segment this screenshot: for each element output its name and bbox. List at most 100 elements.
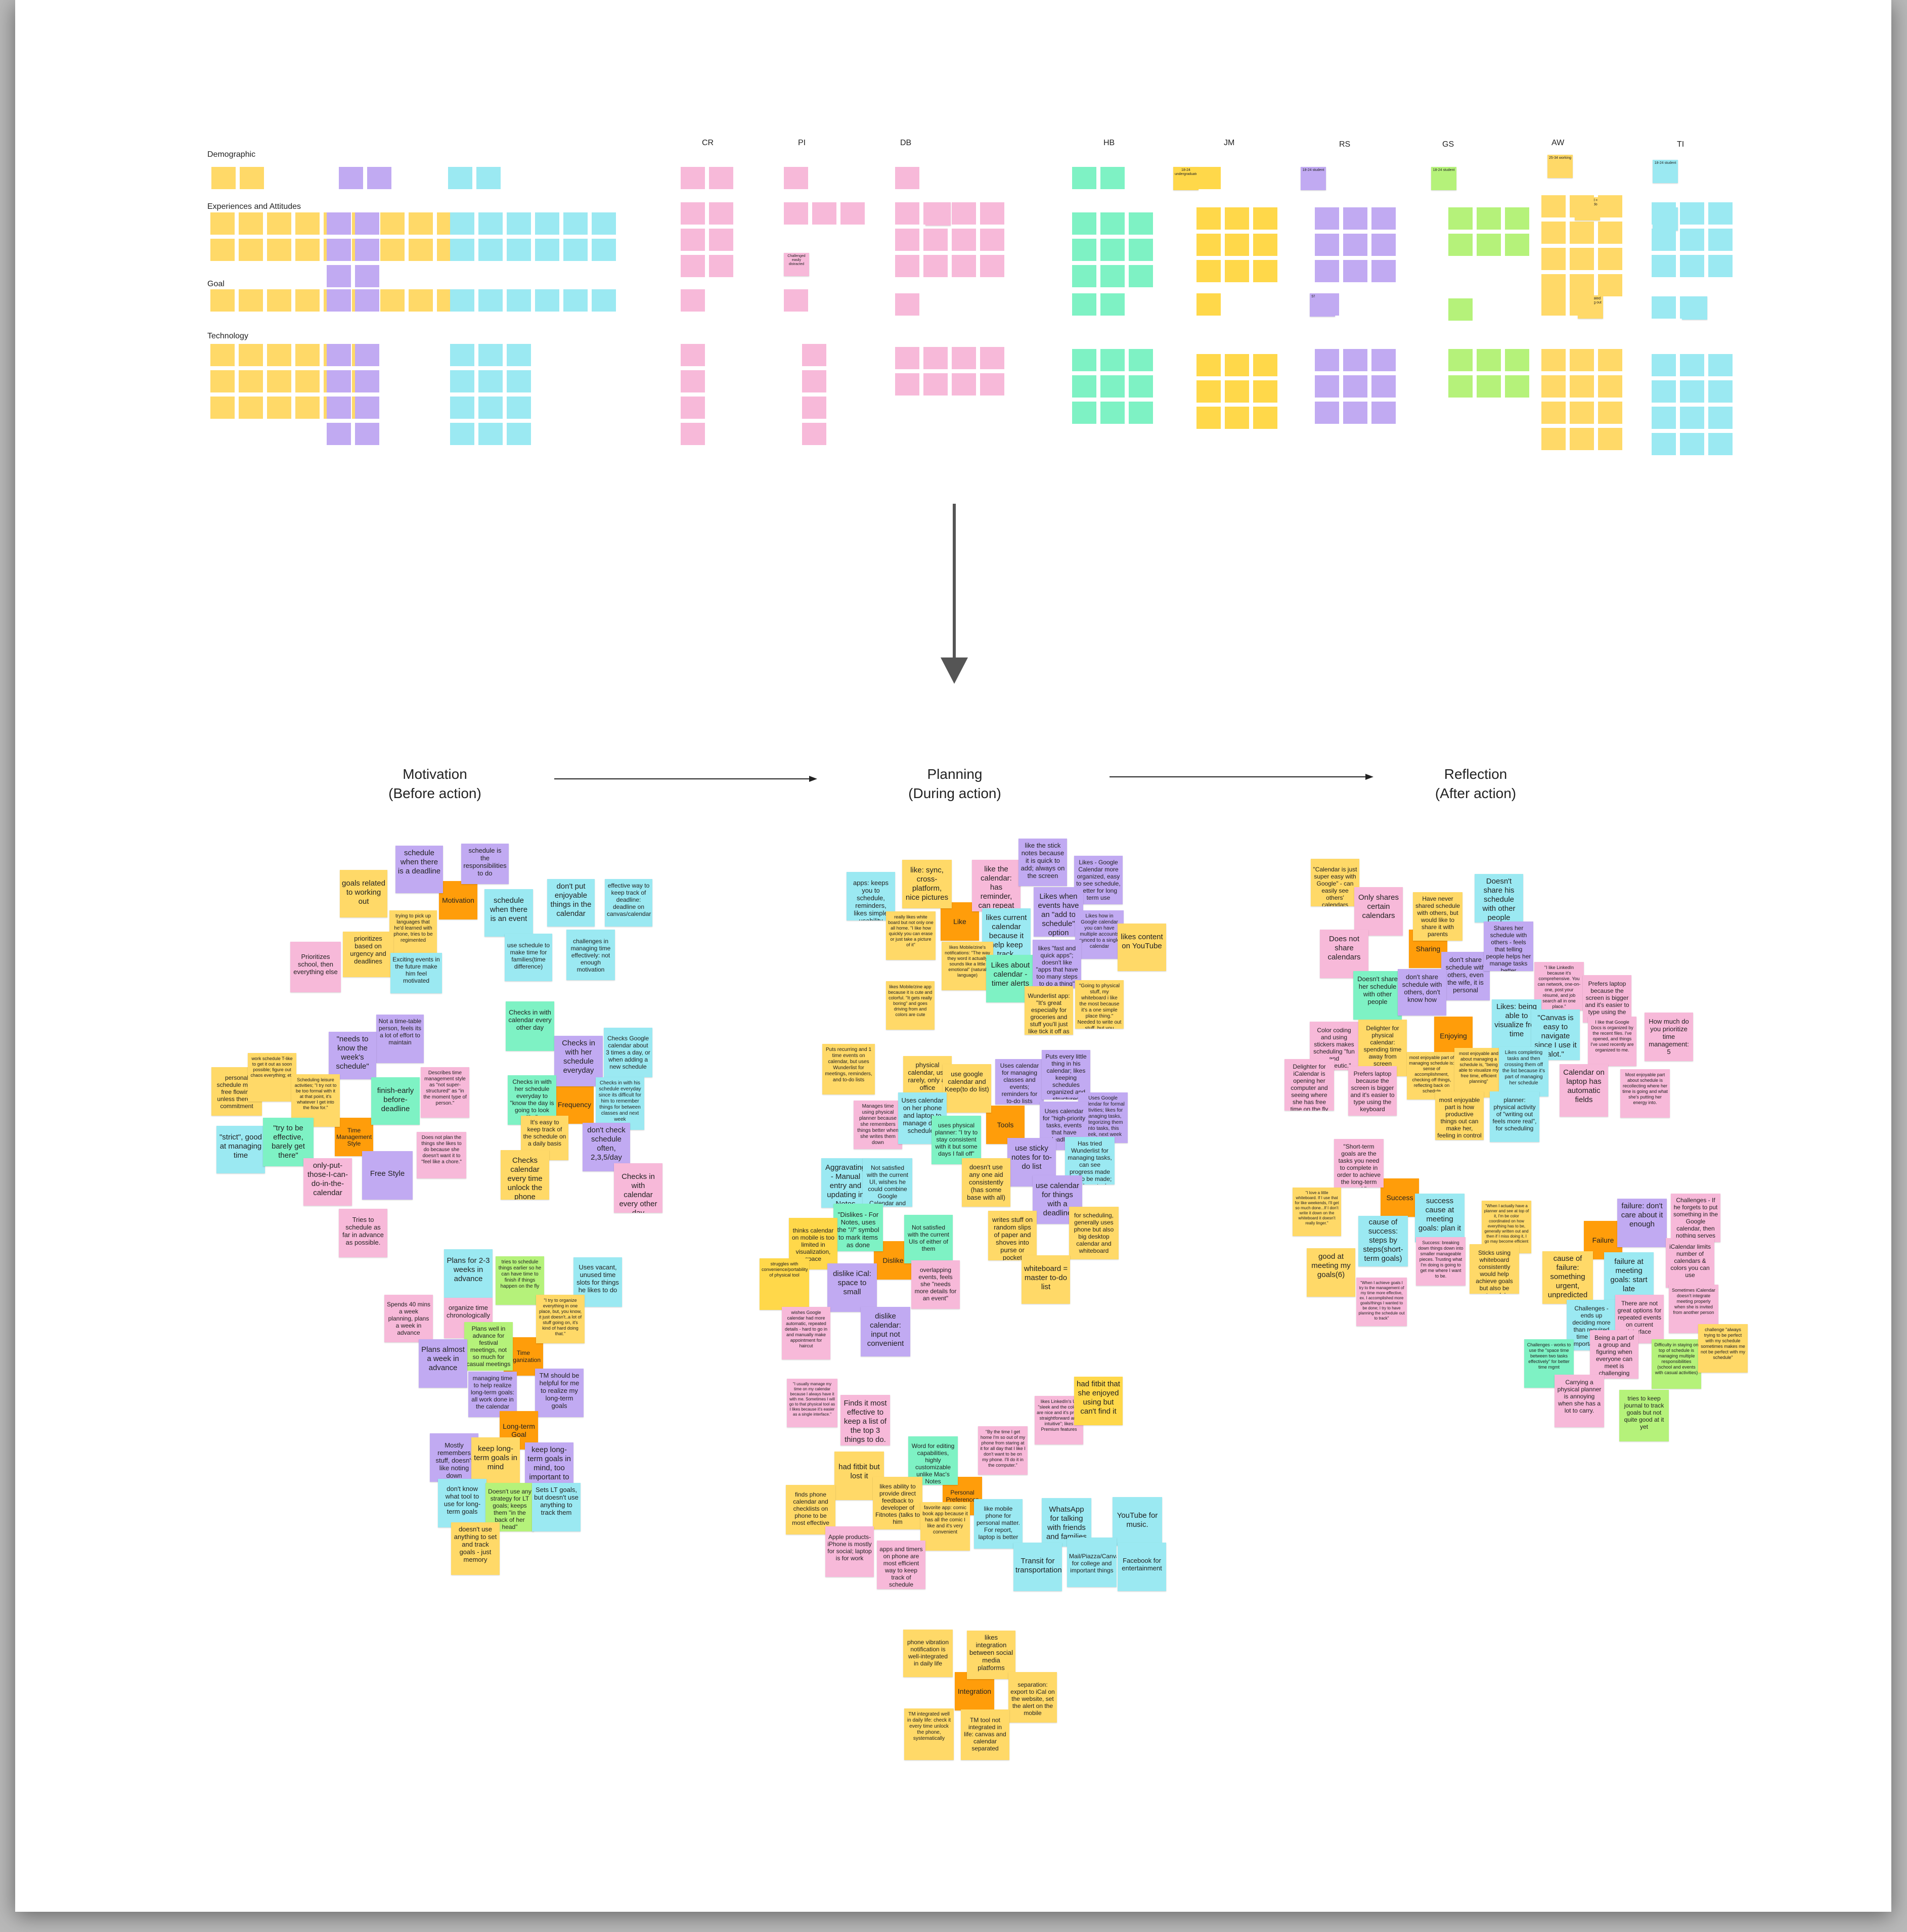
sticky-note[interactable]: good at meeting my goals(6) xyxy=(1307,1248,1355,1297)
sticky-note[interactable]: use schedule to make time for families(t… xyxy=(505,934,552,981)
sticky-note[interactable]: effective way to keep track of deadline:… xyxy=(605,879,652,927)
sticky-note[interactable]: likes Mobile/zine app because it is cute… xyxy=(886,981,935,1030)
sticky-note[interactable]: Checks in with calendar every other day xyxy=(614,1163,662,1213)
sticky-note[interactable]: trying to pick up languages that he'd le… xyxy=(389,910,437,958)
sticky-note[interactable]: Calendar on laptop has automatic fields xyxy=(1560,1064,1608,1117)
sticky-note[interactable]: Checks calendar every time unlock the ph… xyxy=(501,1150,549,1200)
sticky-note[interactable]: separation: export to iCal on the websit… xyxy=(1008,1672,1057,1723)
sticky-note[interactable]: YouTube for music. xyxy=(1113,1497,1162,1546)
sticky-note[interactable]: tries to schedule things earlier so he c… xyxy=(496,1256,544,1305)
sticky-note[interactable]: finish-early before-deadline xyxy=(371,1077,420,1125)
sticky-note[interactable]: work schedule T-like to get it out as so… xyxy=(248,1053,296,1102)
sticky-note[interactable]: Wunderlist app: "It's great especially f… xyxy=(1025,986,1073,1035)
sticky-note[interactable]: managing time to help realize long-term … xyxy=(468,1372,517,1417)
sticky-note[interactable]: "I try to organize everything in one pla… xyxy=(536,1295,585,1343)
sticky-note[interactable]: don't share schedule with others, even t… xyxy=(1441,952,1490,1000)
sticky-note[interactable]: goals related to working out xyxy=(340,870,387,917)
sticky-note[interactable]: struggles with convenience/portability o… xyxy=(760,1258,809,1310)
cluster-header-tools[interactable]: Tools xyxy=(986,1106,1025,1144)
sticky-note[interactable]: finds phone calendar and checklists on p… xyxy=(786,1485,835,1534)
sticky-note[interactable]: Sticks using whiteboard consistently wou… xyxy=(1470,1244,1519,1294)
sticky-note[interactable]: really likes white board but not only on… xyxy=(886,911,936,960)
sticky-note[interactable]: Sets LT goals, but doesn't use anything … xyxy=(532,1483,581,1531)
note-gs-demo[interactable]: 18-24 student xyxy=(1431,167,1456,190)
sticky-note[interactable]: don't put enjoyable things in the calend… xyxy=(547,879,595,927)
note-ti-demo[interactable]: 18-24 student xyxy=(1653,160,1678,183)
sticky-note[interactable]: likes integration between social media p… xyxy=(967,1631,1015,1679)
sticky-note[interactable]: Plans for 2-3 weeks in advance xyxy=(444,1249,493,1298)
sticky-note[interactable]: Not satisfied with the current UI, wishe… xyxy=(863,1158,912,1207)
sticky-note[interactable]: Describes time management style as "not … xyxy=(421,1067,469,1118)
sticky-note[interactable]: Difficulty in staying on top of schedule… xyxy=(1652,1339,1701,1389)
sticky-note[interactable]: Being a part of a group and figuring whe… xyxy=(1590,1330,1638,1379)
sticky-note[interactable]: wishes Google calendar had more automati… xyxy=(782,1307,830,1359)
sticky-note[interactable]: "By the time I get home I'm so out of my… xyxy=(978,1426,1028,1475)
sticky-note[interactable]: Mail/Piazza/Canvas for college and impor… xyxy=(1067,1538,1117,1587)
sticky-note[interactable]: Checks Google calendar about 3 times a d… xyxy=(604,1028,652,1077)
sticky-note[interactable]: "Short-term goals are the tasks you need… xyxy=(1334,1139,1384,1188)
sticky-note[interactable]: Plans almost a week in advance xyxy=(419,1339,467,1388)
sticky-note[interactable]: cause of success: steps by steps(short-t… xyxy=(1358,1216,1408,1266)
sticky-note[interactable]: Free Style xyxy=(362,1151,413,1200)
sticky-note[interactable]: Mostly remembers stuff, doesn't like not… xyxy=(430,1433,478,1482)
sticky-note[interactable]: challenge "always trying to be perfect w… xyxy=(1698,1324,1748,1373)
sticky-note[interactable]: "I usually manage my time on my calendar… xyxy=(787,1379,837,1427)
sticky-note[interactable]: "needs to know the week's schedule" xyxy=(329,1032,376,1079)
sticky-note[interactable]: Does not plan the things she likes to do… xyxy=(417,1132,466,1178)
sticky-note[interactable]: Uses calendar for managing classes and e… xyxy=(995,1059,1044,1105)
sticky-note[interactable]: failure: don't care about it enough xyxy=(1617,1199,1667,1247)
sticky-note[interactable]: likes ability to provide direct feedback… xyxy=(873,1477,922,1529)
sticky-note[interactable]: Checks in with her schedule everyday xyxy=(554,1036,603,1086)
sticky-note[interactable]: tries to keep journal to track goals but… xyxy=(1619,1390,1669,1441)
sticky-note[interactable]: favorite app: comic book app because it … xyxy=(920,1502,970,1551)
sticky-note[interactable]: Only shares certain calendars xyxy=(1354,887,1403,936)
sticky-note[interactable]: Likes when events have an "add to schedu… xyxy=(1034,887,1083,937)
sticky-note[interactable]: had fitbit but lost it xyxy=(834,1452,884,1500)
sticky-note[interactable]: phone vibration notification is well-int… xyxy=(903,1630,953,1677)
sticky-note[interactable]: failure at meeting goals: start late xyxy=(1604,1252,1654,1303)
sticky-note[interactable]: Finds it most effective to keep a list o… xyxy=(840,1395,890,1445)
sticky-note[interactable]: Have never shared schedule with others, … xyxy=(1413,892,1462,941)
sticky-note[interactable]: Prefers laptop because the screen is big… xyxy=(1583,975,1631,1023)
sticky-note[interactable]: Shares her schedule with others - feels … xyxy=(1484,921,1533,971)
cluster-header-time-management-style[interactable]: Time Management Style xyxy=(335,1118,373,1156)
note-jm-demo[interactable]: 18-24 undergraduate xyxy=(1173,167,1199,190)
sticky-note[interactable]: don't know what tool to use for long-ter… xyxy=(438,1479,486,1527)
sticky-note[interactable]: "I love a little whiteboard. If I use th… xyxy=(1293,1188,1341,1236)
sticky-note[interactable]: schedule is the responsibilities to do xyxy=(461,844,509,884)
sticky-note[interactable]: iCalendar limits number of calendars & c… xyxy=(1666,1238,1714,1288)
sticky-note[interactable]: Success: breaking down things down into … xyxy=(1416,1237,1466,1286)
sticky-note[interactable]: Most enjoyable part about schedule is re… xyxy=(1620,1069,1670,1118)
sticky-note[interactable]: most enjoyable and about managing a sche… xyxy=(1454,1048,1503,1097)
note-rs-demo[interactable]: 18-24 student xyxy=(1301,167,1326,190)
sticky-note[interactable]: Doesn't share his schedule with other pe… xyxy=(1475,874,1523,923)
sticky-note[interactable]: schedule when there is an event xyxy=(484,889,533,937)
sticky-note[interactable]: likes content on YouTube xyxy=(1118,924,1166,971)
sticky-note[interactable]: Transit for transportation xyxy=(1013,1543,1062,1591)
sticky-note[interactable]: success cause at meeting goals: plan it xyxy=(1415,1194,1465,1242)
sticky-note[interactable]: "Calendar is just super easy with Google… xyxy=(1311,859,1359,906)
sticky-note[interactable]: whiteboard = master to-do list xyxy=(1022,1255,1070,1304)
sticky-note[interactable]: uses physical planner: "I try to stay co… xyxy=(932,1116,981,1164)
sticky-note[interactable]: Facebook for entertainment xyxy=(1118,1543,1166,1591)
sticky-note[interactable]: TM integrated well in daily life: check … xyxy=(904,1708,954,1760)
sticky-note[interactable]: doesn't use anything to set and track go… xyxy=(451,1522,500,1575)
sticky-note[interactable]: for scheduling, generally uses phone but… xyxy=(1069,1207,1119,1259)
sticky-note[interactable]: most enjoyable part is how productive th… xyxy=(1435,1091,1484,1140)
sticky-note[interactable]: like mobile phone for personal matter. F… xyxy=(974,1499,1023,1549)
sticky-note[interactable]: Prefers laptop because the screen is big… xyxy=(1348,1066,1397,1116)
sticky-note[interactable]: apps and timers on phone are most effici… xyxy=(877,1541,925,1589)
sticky-note[interactable]: Checks in with his schedule everyday sin… xyxy=(596,1077,644,1130)
sticky-note[interactable]: Puts every little thing in his calendar;… xyxy=(1042,1050,1090,1100)
sticky-note[interactable]: TM tool not integrated in life: canvas a… xyxy=(961,1709,1009,1760)
sticky-note[interactable]: like the calendar: has reminder, can rep… xyxy=(972,860,1021,911)
sticky-note[interactable]: doesn't use any one aid consistently (ha… xyxy=(962,1158,1010,1207)
sticky-note[interactable]: Delighter for iCalendar is opening her c… xyxy=(1284,1059,1334,1111)
sticky-note[interactable]: planner: physical activity of "writing o… xyxy=(1490,1091,1539,1142)
sticky-note[interactable]: "Dislikes - For Notes, uses the "//" sym… xyxy=(833,1204,883,1251)
sticky-note[interactable]: like the stick notes because it is quick… xyxy=(1018,839,1067,886)
note-aw-demo[interactable]: 25-34 working xyxy=(1547,155,1573,178)
sticky-note[interactable]: TM should be helpful for me to realize m… xyxy=(535,1369,584,1417)
sticky-note[interactable]: like: sync, cross-platform, nice picture… xyxy=(902,860,952,908)
sticky-note[interactable]: Puts recurring and 1 time events on cale… xyxy=(822,1044,875,1094)
